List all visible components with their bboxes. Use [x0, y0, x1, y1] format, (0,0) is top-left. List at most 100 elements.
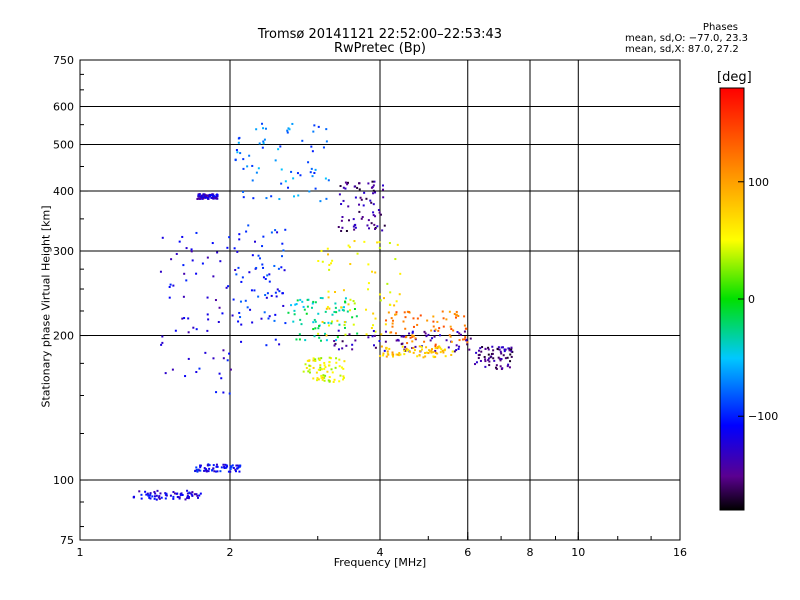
data-point	[389, 331, 392, 334]
data-point	[367, 336, 370, 339]
data-point	[212, 197, 215, 200]
data-point	[306, 305, 309, 308]
data-point	[325, 307, 328, 310]
data-point	[255, 266, 258, 269]
data-point	[388, 242, 391, 245]
data-point	[132, 496, 135, 499]
data-point	[342, 367, 345, 370]
data-point	[324, 310, 327, 313]
data-point	[317, 125, 320, 128]
data-point	[412, 335, 415, 338]
data-point	[436, 352, 439, 355]
data-point	[255, 171, 258, 174]
data-point	[144, 490, 147, 493]
data-point	[338, 193, 341, 196]
data-point	[437, 329, 440, 332]
data-point	[503, 350, 506, 353]
data-point	[235, 464, 238, 467]
data-point	[372, 184, 375, 187]
data-point	[507, 347, 510, 350]
data-point	[466, 343, 469, 346]
data-point	[308, 368, 311, 371]
data-point	[319, 339, 322, 342]
data-point	[238, 238, 241, 241]
data-point	[394, 258, 397, 261]
data-point	[187, 357, 190, 360]
data-point	[268, 280, 271, 283]
data-point	[424, 332, 427, 335]
data-point	[398, 354, 401, 357]
data-point	[238, 233, 241, 236]
data-point	[215, 465, 218, 468]
data-point	[327, 290, 330, 293]
data-point	[226, 246, 229, 249]
data-point	[247, 224, 250, 227]
data-point	[153, 495, 156, 498]
data-point	[186, 492, 189, 495]
data-point	[352, 300, 355, 303]
data-point	[251, 179, 254, 182]
data-point	[169, 494, 172, 497]
data-point	[320, 374, 323, 377]
data-point	[374, 215, 377, 218]
data-point	[250, 289, 253, 292]
data-point	[187, 317, 190, 320]
data-point	[469, 337, 472, 340]
data-point	[190, 250, 193, 253]
data-point	[312, 366, 315, 369]
data-point	[299, 298, 302, 301]
data-point	[489, 356, 492, 359]
data-point	[197, 193, 200, 196]
data-point	[237, 320, 240, 323]
data-point	[404, 327, 407, 330]
data-point	[312, 357, 315, 360]
data-point	[372, 324, 375, 327]
data-point	[333, 340, 336, 343]
data-point	[432, 351, 435, 354]
data-point	[379, 299, 382, 302]
data-point	[374, 271, 377, 274]
data-point	[499, 359, 502, 362]
data-point	[155, 498, 158, 501]
data-point	[232, 298, 235, 301]
data-point	[240, 323, 243, 326]
data-point	[325, 334, 328, 337]
data-point	[239, 152, 242, 155]
data-point	[276, 288, 279, 291]
data-point	[312, 321, 315, 324]
data-point	[451, 350, 454, 353]
data-point	[314, 358, 317, 361]
data-point	[340, 229, 343, 232]
data-point	[463, 315, 466, 318]
data-point	[208, 467, 211, 470]
data-point	[392, 355, 395, 358]
data-point	[190, 493, 193, 496]
data-point	[385, 346, 388, 349]
data-point	[342, 378, 345, 381]
data-point	[312, 359, 315, 362]
data-point	[335, 357, 338, 360]
data-point	[340, 203, 343, 206]
data-point	[212, 464, 215, 467]
data-point	[306, 359, 309, 362]
data-point	[237, 466, 240, 469]
data-point	[474, 363, 477, 366]
data-point	[233, 247, 236, 250]
data-point	[405, 335, 408, 338]
data-point	[407, 311, 410, 314]
data-point	[151, 495, 154, 498]
data-point	[506, 365, 509, 368]
data-point	[216, 193, 219, 196]
data-point	[244, 299, 247, 302]
data-point	[186, 495, 189, 498]
data-point	[178, 240, 181, 243]
data-point	[164, 372, 167, 375]
data-point	[186, 489, 189, 492]
data-point	[219, 470, 222, 473]
data-point	[412, 317, 415, 320]
data-point	[265, 197, 268, 200]
data-point	[346, 310, 349, 313]
data-point	[430, 349, 433, 352]
data-point	[191, 494, 194, 497]
data-point	[258, 142, 261, 145]
